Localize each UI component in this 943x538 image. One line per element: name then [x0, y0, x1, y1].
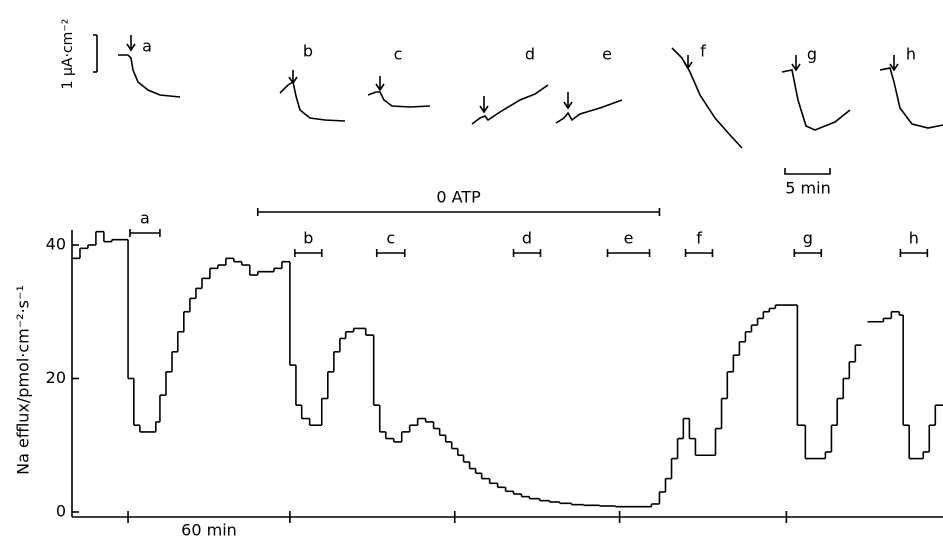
inset-trace	[367, 91, 431, 108]
inset-label: f	[700, 42, 706, 61]
period-label: d	[522, 229, 532, 248]
time-scale-label: 5 min	[785, 179, 830, 198]
y-tick-label: 0	[56, 501, 66, 520]
inset-trace	[781, 69, 851, 131]
period-label: h	[909, 229, 919, 248]
inset-label: a	[142, 37, 152, 56]
inset-label: b	[303, 42, 313, 61]
arrows	[126, 35, 899, 114]
insets: 1 μA·cm⁻² 5 min a b c d e f g h	[60, 19, 943, 198]
inset-label: g	[807, 45, 817, 64]
inset-label: c	[394, 45, 403, 64]
period-label: c	[386, 229, 395, 248]
atp-period-label: 0 ATP	[436, 188, 481, 207]
inset-label: h	[906, 45, 916, 64]
period-label: f	[696, 229, 702, 248]
y-axis-label: Na efflux/pmol·cm⁻²·s⁻¹	[14, 285, 33, 475]
current-scale-label: 1 μA·cm⁻²	[60, 19, 76, 90]
period-label: a	[140, 209, 150, 228]
inset-trace	[555, 99, 623, 124]
inset-trace	[471, 84, 549, 125]
period-label: b	[303, 229, 313, 248]
inset-trace	[879, 67, 943, 129]
y-tick-label: 20	[46, 368, 66, 387]
inset-trace	[118, 54, 181, 98]
y-tick-label: 40	[46, 235, 66, 254]
inset-label: e	[602, 45, 612, 64]
time-scale-bar	[784, 168, 831, 175]
time-scale-label: 60 min	[181, 521, 237, 538]
inset-trace	[279, 80, 346, 122]
inset-label: d	[525, 45, 535, 64]
period-label: e	[624, 229, 634, 248]
inset-trace	[671, 47, 743, 149]
period-label: g	[803, 229, 813, 248]
